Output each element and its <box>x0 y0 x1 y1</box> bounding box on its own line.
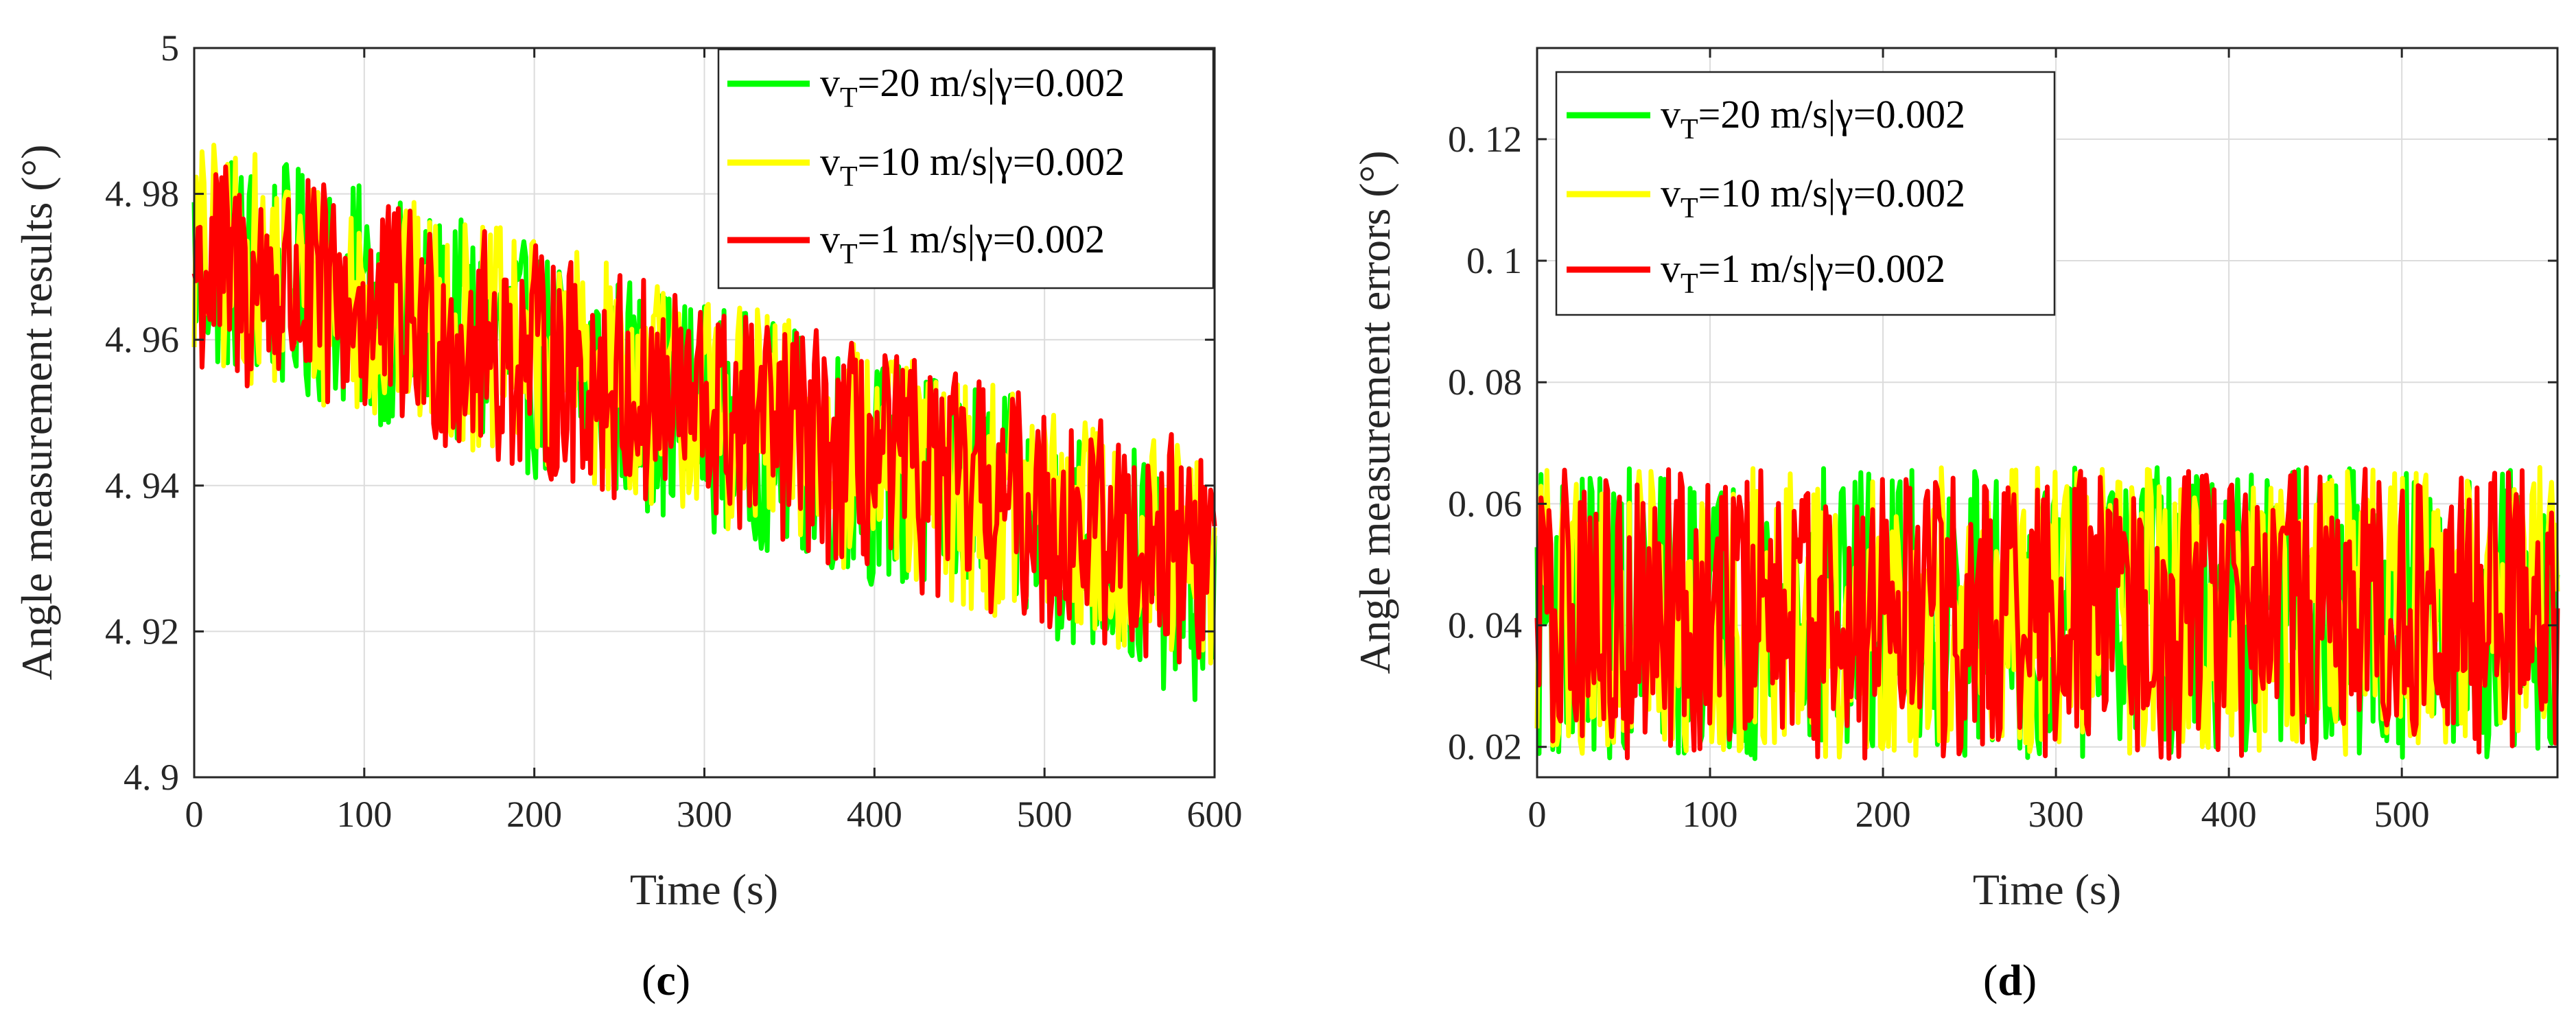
x-tick-label: 200 <box>1855 794 1911 835</box>
legend-c: vT=20 m/s|γ=0.002 vT=10 m/s|γ=0.002 vT=1… <box>717 48 1215 290</box>
series-line-c-2 <box>191 164 1217 665</box>
x-tick-label: 400 <box>847 794 902 835</box>
x-tick-label: 500 <box>1017 794 1073 835</box>
legend-box-c <box>717 48 1215 290</box>
y-tick-label: 4. 9 <box>124 757 179 798</box>
y-tick-label: 4. 98 <box>105 174 179 215</box>
chart-panel-c: 0 100 200 300 400 500 600 4. 9 4. 92 4. 94 4. 96 4.… <box>12 27 1243 1004</box>
y-tick-label: 0. 02 <box>1448 726 1522 768</box>
y-tick-label: 4. 92 <box>105 611 179 652</box>
legend-d: vT=20 m/s|γ=0.002 vT=10 m/s|γ=0.002 vT=1… <box>1555 71 2056 316</box>
y-axis-label-c: Angle measurement results (°) <box>12 145 61 681</box>
ticks-d: 0 100 200 300 400 500 0. 02 0. 04 0. 06 0. 08 0. 1… <box>1448 48 2557 835</box>
legend-label-c-2: vT=1 m/s|γ=0.002 <box>820 217 1105 270</box>
chart-panel-d: 0 100 200 300 400 500 0. 02 0. 04 0. 06 0. 08 0. 1… <box>1350 47 2560 1004</box>
y-tick-label: 5 <box>161 27 179 69</box>
x-tick-label: 100 <box>336 794 392 835</box>
legend-entry-d-2: vT=1 m/s|γ=0.002 <box>1567 246 1945 300</box>
y-tick-label: 0. 06 <box>1448 483 1522 524</box>
x-axis-label-d: Time (s) <box>1973 865 2121 914</box>
legend-entry-d-0: vT=20 m/s|γ=0.002 <box>1567 92 1965 145</box>
legend-entry-c-2: vT=1 m/s|γ=0.002 <box>727 217 1105 270</box>
y-tick-label: 4. 94 <box>105 465 179 506</box>
x-tick-label: 200 <box>506 794 562 835</box>
panel-label-d: (d) <box>1983 956 2037 1004</box>
x-tick-label: 500 <box>2374 794 2430 835</box>
y-tick-label: 0. 04 <box>1448 605 1522 646</box>
y-tick-label: 0. 08 <box>1448 362 1522 403</box>
y-tick-label: 0. 12 <box>1448 119 1522 160</box>
y-axis-label-d: Angle measurement errors (°) <box>1350 150 1399 674</box>
y-tick-label: 0. 1 <box>1466 240 1522 281</box>
legend-entry-c-0: vT=20 m/s|γ=0.002 <box>727 60 1125 114</box>
legend-label-c-0: vT=20 m/s|γ=0.002 <box>820 60 1125 114</box>
legend-label-d-1: vT=10 m/s|γ=0.002 <box>1661 171 1965 224</box>
legend-label-d-2: vT=1 m/s|γ=0.002 <box>1661 246 1945 300</box>
legend-entry-c-1: vT=10 m/s|γ=0.002 <box>727 139 1125 193</box>
x-tick-label: 300 <box>2028 794 2084 835</box>
legend-label-d-0: vT=20 m/s|γ=0.002 <box>1661 92 1965 145</box>
panel-label-c: (c) <box>642 956 690 1004</box>
series-line-d-2 <box>1534 465 2560 761</box>
series-group-c <box>191 143 1217 702</box>
x-tick-label: 0 <box>1528 794 1547 835</box>
x-tick-label: 0 <box>185 794 204 835</box>
x-tick-label: 300 <box>677 794 732 835</box>
ticks-c: 0 100 200 300 400 500 600 4. 9 4. 92 4. 94 4. 96 4.… <box>105 27 1243 835</box>
x-axis-label-c: Time (s) <box>630 865 778 914</box>
x-tick-label: 100 <box>1683 794 1738 835</box>
legend-label-c-1: vT=10 m/s|γ=0.002 <box>820 139 1125 193</box>
x-tick-label: 600 <box>1187 794 1243 835</box>
x-tick-label: 400 <box>2201 794 2257 835</box>
series-group-d <box>1534 464 2560 761</box>
legend-entry-d-1: vT=10 m/s|γ=0.002 <box>1567 171 1965 224</box>
axes-box-d <box>1536 47 2559 779</box>
y-tick-label: 4. 96 <box>105 319 179 360</box>
